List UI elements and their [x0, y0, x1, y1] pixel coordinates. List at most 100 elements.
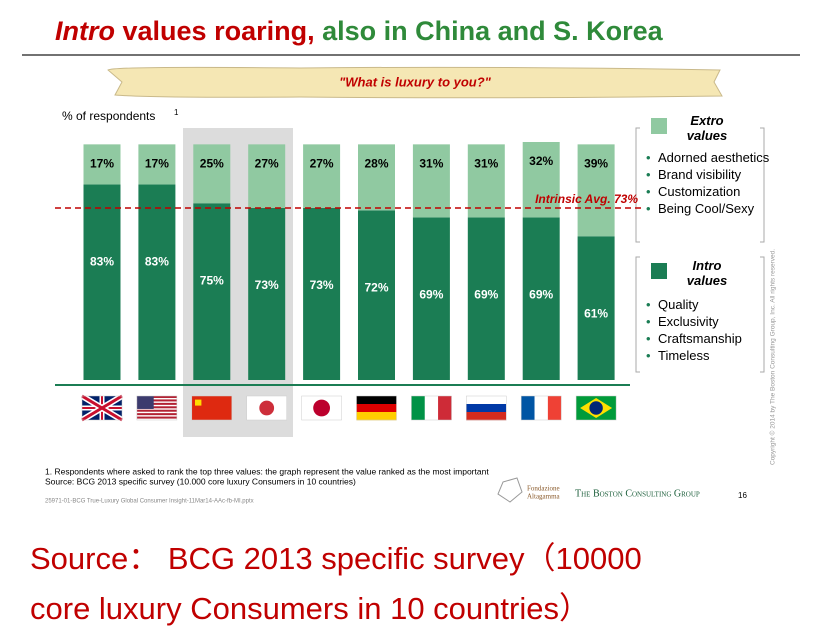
legend-item: Timeless [646, 347, 771, 364]
flag-border [136, 395, 178, 421]
bar [193, 144, 231, 204]
flag-border [520, 395, 562, 421]
flag-part [424, 396, 439, 420]
bar [467, 144, 505, 218]
legend-swatch [651, 263, 667, 279]
caption: core luxury Consumers in 10 countries） [30, 591, 590, 626]
average-label: Intrinsic Avg. 73% [535, 192, 638, 206]
title-part: Intro [55, 16, 115, 46]
legend-item: Exclusivity [646, 313, 771, 330]
legend-list: QualityExclusivityCraftsmanshipTimeless [646, 296, 771, 364]
bar [303, 207, 341, 380]
flag-part [195, 399, 202, 406]
flag-part [438, 396, 452, 420]
flag-border [81, 395, 123, 421]
data-label: 31% [419, 157, 443, 171]
bar [248, 144, 286, 208]
flag-part [547, 396, 562, 420]
flag-border [246, 395, 287, 421]
bar [193, 203, 231, 380]
title-part: values roaring, [122, 16, 315, 46]
flag-part [136, 413, 177, 416]
bar [248, 207, 286, 380]
title-part: also in China and S. Korea [322, 16, 663, 46]
legend-item: Adorned aesthetics [646, 149, 771, 166]
flag-part [136, 396, 177, 399]
flag-border [411, 395, 452, 421]
data-label: 17% [145, 157, 169, 171]
data-label: 73% [310, 278, 334, 292]
flag-part [356, 396, 397, 405]
data-label: 73% [255, 278, 279, 292]
data-label: 83% [90, 255, 114, 269]
flag-border [356, 395, 397, 421]
data-label: 69% [419, 288, 443, 302]
page-number: 16 [738, 491, 747, 500]
legend-item: Craftsmanship [646, 330, 771, 347]
bar [358, 210, 395, 380]
legend-item: Quality [646, 296, 771, 313]
data-label: 31% [474, 157, 498, 171]
footnote: 1. Respondents where asked to rank the t… [45, 466, 489, 476]
copyright: Copyright © 2014 by The Boston Consultin… [769, 249, 777, 465]
data-label: 83% [145, 255, 169, 269]
bar [412, 144, 450, 218]
flag-border [191, 395, 233, 421]
flag-border [466, 395, 507, 421]
bar [358, 144, 395, 211]
data-label: 17% [90, 157, 114, 171]
caption: Source： BCG 2013 specific survey（10000 [30, 541, 642, 576]
title: Intro values roaring, also in China and … [55, 16, 663, 47]
flag-part [466, 396, 507, 405]
flag-part [411, 396, 426, 420]
data-label: 27% [255, 157, 279, 171]
banner-shape [107, 66, 723, 99]
legend-title: Intro values [686, 258, 728, 288]
data-label: 25% [200, 157, 224, 171]
data-label: 69% [529, 288, 553, 302]
flag-part [589, 401, 603, 415]
flag-part [136, 406, 177, 409]
data-label: 28% [364, 157, 388, 171]
flag-part [259, 400, 275, 416]
data-label: 39% [584, 157, 608, 171]
bcg-logo: The Boston Consulting Group [575, 488, 700, 499]
legend-swatch [651, 118, 667, 134]
flag-part [136, 409, 177, 412]
flag-part [136, 399, 177, 402]
flag-part [356, 404, 397, 413]
flag-part [356, 412, 397, 421]
bar [577, 236, 615, 380]
file-name: 25971-01-BCG True-Luxury Global Consumer… [45, 499, 254, 505]
bar [83, 144, 121, 185]
flag-part [136, 402, 177, 405]
data-label: 72% [364, 281, 388, 295]
bar [577, 144, 615, 237]
data-label: 69% [474, 288, 498, 302]
flag-part [466, 412, 507, 421]
y-label-note: 1 [174, 108, 179, 117]
flag-part [136, 416, 177, 419]
flag-part [313, 399, 330, 417]
legend-item: Brand visibility [646, 166, 771, 183]
flag-part [81, 394, 123, 422]
data-label: 61% [584, 306, 608, 320]
flag-part [136, 396, 154, 409]
bar [412, 217, 450, 380]
legend-item: Being Cool/Sexy [646, 200, 771, 217]
flag-border [575, 395, 617, 421]
y-label: % of respondents [62, 109, 155, 123]
data-label: 32% [529, 154, 553, 168]
legend-item: Customization [646, 183, 771, 200]
data-label: 27% [310, 157, 334, 171]
legend-title: Extro values [686, 113, 728, 143]
bar [138, 184, 176, 380]
flag-part [466, 404, 507, 413]
flag-part [534, 396, 549, 420]
logo-text: Altagamma [527, 493, 561, 501]
banner-text: "What is luxury to you?" [339, 74, 492, 89]
flag-part [521, 396, 535, 420]
bar [467, 217, 505, 380]
flag-border [301, 395, 342, 421]
